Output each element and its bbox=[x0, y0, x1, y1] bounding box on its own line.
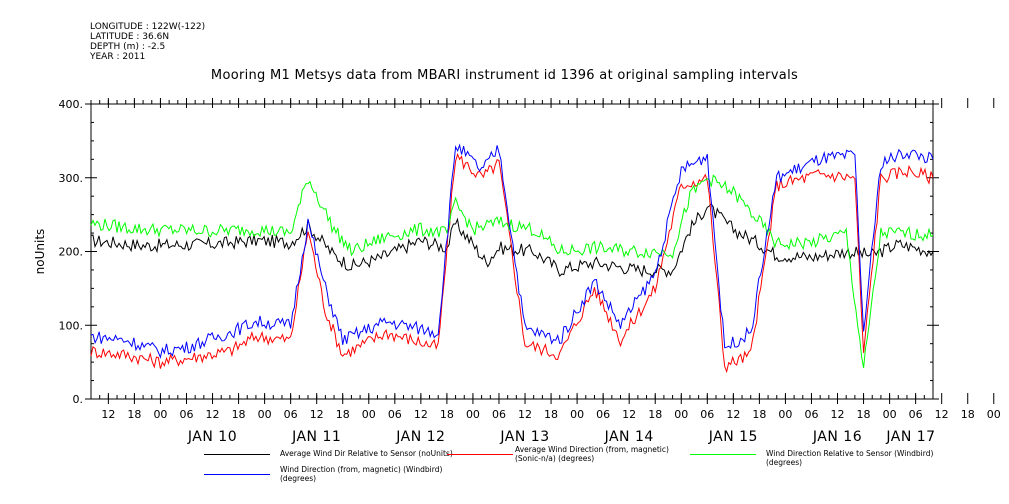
x-hour-label: 12 bbox=[206, 408, 220, 421]
x-hour-label: 00 bbox=[258, 408, 272, 421]
y-tick-label: 300. bbox=[59, 172, 84, 185]
x-hour-label: 18 bbox=[648, 408, 662, 421]
y-tick-label: 400. bbox=[59, 98, 84, 111]
y-tick-label: 200. bbox=[59, 246, 84, 259]
x-hour-label: 06 bbox=[284, 408, 298, 421]
x-hour-label: 12 bbox=[831, 408, 845, 421]
x-hour-label: 12 bbox=[414, 408, 428, 421]
x-hour-label: 00 bbox=[466, 408, 480, 421]
x-day-label: JAN 15 bbox=[708, 429, 758, 445]
x-hour-label: 00 bbox=[987, 408, 1001, 421]
x-hour-label: 06 bbox=[388, 408, 402, 421]
year-label: YEAR : 2011 bbox=[90, 52, 146, 62]
x-hour-label: 06 bbox=[700, 408, 714, 421]
x-day-label: JAN 13 bbox=[499, 429, 549, 445]
x-hour-label: 18 bbox=[857, 408, 871, 421]
legend-label: Average Wind Dir Relative to Sensor (noU… bbox=[280, 449, 453, 458]
x-hour-label: 00 bbox=[778, 408, 792, 421]
x-hour-label: 12 bbox=[518, 408, 532, 421]
x-hour-label: 18 bbox=[544, 408, 558, 421]
metadata-block: LONGITUDE : 122W(-122) LATITUDE : 36.6N … bbox=[90, 22, 205, 62]
x-day-label: JAN 14 bbox=[604, 429, 654, 445]
x-day-label: JAN 10 bbox=[187, 429, 237, 445]
x-hour-label: 18 bbox=[127, 408, 141, 421]
x-day-label: JAN 16 bbox=[812, 429, 862, 445]
x-hour-label: 06 bbox=[909, 408, 923, 421]
chart-title: Mooring M1 Metsys data from MBARI instru… bbox=[210, 68, 799, 83]
y-tick-label: 0. bbox=[73, 393, 84, 406]
x-hour-label: 00 bbox=[570, 408, 584, 421]
x-hour-label: 18 bbox=[232, 408, 246, 421]
x-hour-label: 00 bbox=[153, 408, 167, 421]
latitude-label: LATITUDE : 36.6N bbox=[90, 32, 170, 42]
legend-swatch bbox=[204, 474, 270, 475]
x-hour-label: 18 bbox=[440, 408, 454, 421]
legend-label: Wind Direction Relative to Sensor (Windb… bbox=[766, 449, 934, 467]
legend-swatch bbox=[447, 454, 513, 455]
series-line bbox=[90, 203, 934, 279]
x-hour-label: 18 bbox=[961, 408, 975, 421]
x-hour-label: 12 bbox=[726, 408, 740, 421]
x-hour-label: 06 bbox=[179, 408, 193, 421]
legend-label: Average Wind Direction (from, magnetic) … bbox=[515, 445, 669, 463]
depth-label: DEPTH (m) : -2.5 bbox=[90, 42, 166, 52]
legend-swatch bbox=[690, 454, 756, 455]
x-hour-label: 12 bbox=[101, 408, 115, 421]
x-hour-label: 12 bbox=[310, 408, 324, 421]
series-line bbox=[90, 152, 934, 374]
legend-swatch bbox=[204, 454, 270, 455]
x-hour-label: 12 bbox=[622, 408, 636, 421]
x-hour-label: 06 bbox=[596, 408, 610, 421]
x-day-label: JAN 12 bbox=[395, 429, 445, 445]
y-axis-label: noUnits bbox=[33, 229, 47, 275]
x-hour-label: 12 bbox=[935, 408, 949, 421]
legend-label: Wind Direction (from, magnetic) (Windbir… bbox=[280, 465, 443, 483]
series-line bbox=[90, 143, 934, 359]
x-day-label: JAN 11 bbox=[291, 429, 341, 445]
x-hour-label: 18 bbox=[752, 408, 766, 421]
y-tick-label: 100. bbox=[59, 319, 84, 332]
x-hour-label: 00 bbox=[674, 408, 688, 421]
longitude-label: LONGITUDE : 122W(-122) bbox=[90, 22, 206, 32]
x-day-label: JAN 17 bbox=[885, 429, 935, 445]
x-hour-label: 00 bbox=[362, 408, 376, 421]
x-hour-label: 18 bbox=[336, 408, 350, 421]
series-line bbox=[90, 174, 934, 369]
x-hour-label: 06 bbox=[804, 408, 818, 421]
x-hour-label: 00 bbox=[883, 408, 897, 421]
x-hour-label: 06 bbox=[492, 408, 506, 421]
